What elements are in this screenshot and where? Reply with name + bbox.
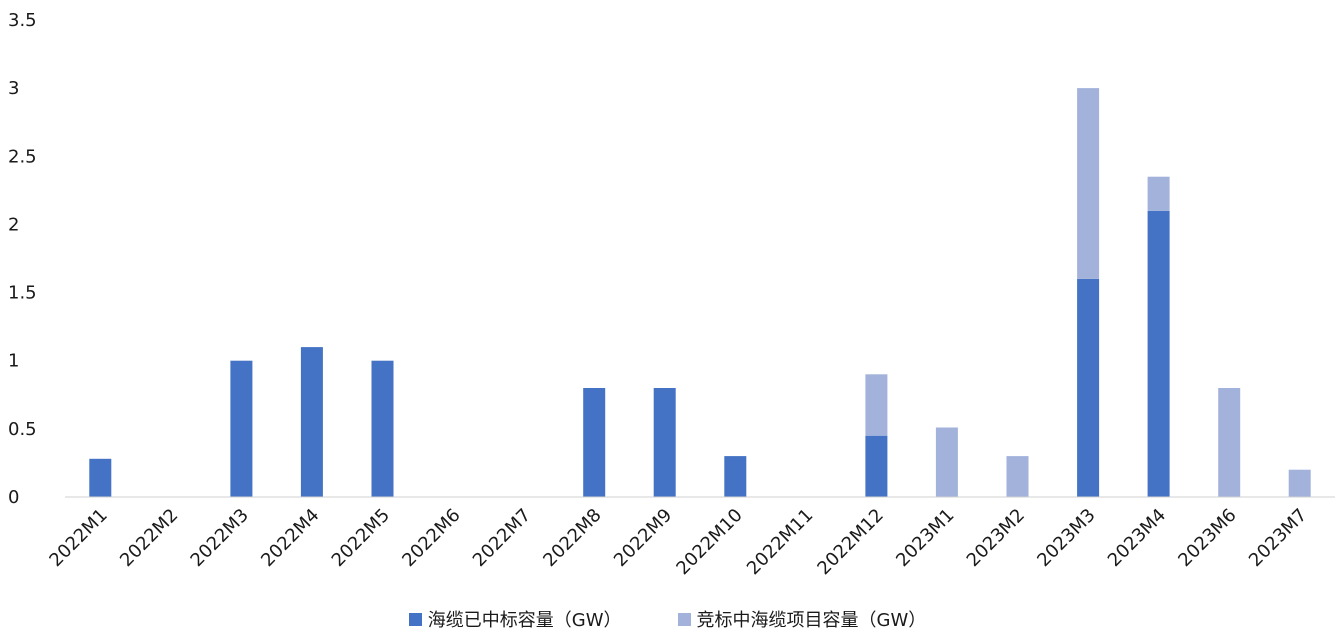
bar-awarded-2022M12	[865, 435, 888, 497]
bar-awarded-2023M4	[1147, 210, 1170, 498]
y-tick-label: 2	[8, 214, 19, 235]
legend-label-bidding: 竞标中海缆项目容量（GW）	[696, 610, 927, 631]
bar-bidding-2023M4	[1147, 176, 1170, 211]
y-tick-label: 2.5	[8, 146, 37, 167]
x-tick-label: 2022M2	[116, 505, 182, 571]
x-tick-label: 2023M6	[1174, 505, 1240, 571]
x-axis-ticks: 2022M1 2022M2 2022M3 2022M4 2022M5 2022M6 2022…	[45, 505, 1311, 579]
bar-awarded-2023M3	[1077, 278, 1100, 497]
x-tick-label: 2023M2	[963, 505, 1029, 571]
bar-awarded-2022M10	[724, 456, 747, 497]
bar-awarded-2022M8	[583, 388, 606, 497]
bars	[89, 88, 1311, 498]
bar-awarded-2022M3	[230, 360, 253, 497]
legend-swatch-awarded	[408, 612, 422, 626]
x-tick-label: 2022M6	[398, 505, 464, 571]
x-tick-label: 2022M1	[45, 505, 111, 571]
bar-awarded-2022M4	[300, 347, 323, 497]
bar-awarded-2022M1	[89, 458, 112, 497]
x-tick-label: 2023M7	[1245, 505, 1311, 571]
y-tick-label: 1.5	[8, 283, 37, 304]
y-tick-label: 3.5	[8, 10, 37, 31]
legend-item-awarded: 海缆已中标容量（GW）	[408, 606, 622, 632]
x-tick-label: 2022M8	[539, 505, 605, 571]
bar-bidding-2023M3	[1077, 88, 1100, 279]
x-tick-label: 2022M4	[257, 505, 323, 571]
bar-bidding-2023M2	[1006, 456, 1029, 497]
x-tick-label: 2023M4	[1104, 505, 1170, 571]
x-tick-label: 2022M5	[328, 505, 394, 571]
bar-bidding-2023M6	[1218, 388, 1241, 497]
x-tick-label: 2022M9	[610, 505, 676, 571]
x-tick-label: 2023M3	[1033, 505, 1099, 571]
legend-label-awarded: 海缆已中标容量（GW）	[427, 610, 622, 631]
bar-awarded-2022M9	[653, 388, 676, 497]
legend-swatch-bidding	[677, 612, 691, 626]
x-tick-label: 2022M7	[469, 505, 535, 571]
legend: 海缆已中标容量（GW） 竞标中海缆项目容量（GW）	[0, 606, 1335, 632]
y-tick-label: 3	[8, 78, 19, 99]
bar-awarded-2022M5	[371, 360, 394, 497]
bar-bidding-2023M7	[1288, 469, 1311, 497]
y-tick-label: 0	[8, 487, 19, 508]
legend-item-bidding: 竞标中海缆项目容量（GW）	[677, 606, 927, 632]
bar-bidding-2023M1	[935, 427, 958, 497]
y-tick-label: 0.5	[8, 419, 37, 440]
y-axis-ticks: 0 0.5 1 1.5 2 2.5 3 3.5	[8, 10, 37, 508]
y-tick-label: 1	[8, 351, 19, 372]
x-tick-label: 2022M3	[187, 505, 253, 571]
x-tick-label: 2022M10	[672, 505, 746, 579]
x-tick-label: 2023M1	[892, 505, 958, 571]
x-tick-label: 2022M12	[814, 505, 888, 579]
bar-bidding-2022M12	[865, 374, 888, 436]
chart: 00.511.522.533.5 2022M1 2022M2 2022M3 2022M…	[8, 10, 1335, 579]
x-tick-label: 2022M11	[743, 505, 817, 579]
